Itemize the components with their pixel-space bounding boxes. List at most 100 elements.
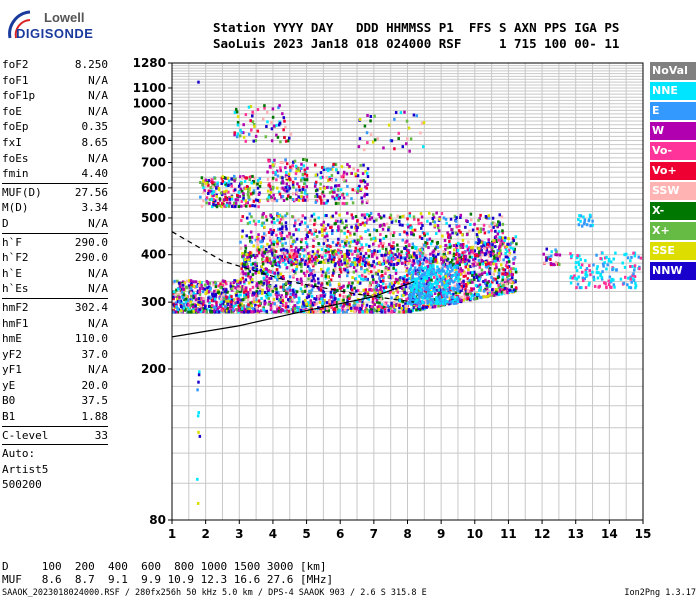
echo-point [338,213,341,217]
echo-point [384,272,387,276]
echo-point [483,271,487,275]
echo-point [504,245,507,249]
echo-point [487,238,490,242]
echo-point [337,184,341,188]
echo-point [279,301,283,305]
echo-point [254,298,258,302]
echo-point [237,284,240,288]
echo-point [232,201,236,205]
echo-point [252,244,255,248]
echo-point [360,300,364,304]
echo-point [427,283,430,287]
echo-point [302,271,306,275]
echo-point [261,117,265,121]
echo-point [279,232,282,236]
echo-point [265,256,268,260]
echo-point [189,298,192,302]
echo-point [198,287,202,291]
echo-point [220,205,223,209]
echo-point [192,309,196,313]
echo-point [460,287,464,291]
echo-point [482,227,485,231]
echo-point [381,282,385,286]
echo-point [215,193,218,197]
echo-point [494,263,498,267]
echo-point [433,224,437,228]
echo-point [402,256,406,260]
echo-point [296,250,300,254]
echo-point [207,296,210,300]
echo-point [270,139,274,143]
echo-point [544,256,548,260]
header-line-1: Station YYYY DAY DDD HHMMSS P1 FFS S AXN… [213,20,620,35]
echo-point [394,111,398,115]
echo-point [456,249,460,253]
echo-point [456,300,460,304]
echo-point [369,115,373,119]
echo-point [513,250,516,254]
param-name: fmin [2,167,29,181]
echo-point [298,297,301,301]
echo-point [260,309,263,313]
echo-point [308,303,312,307]
echo-point [585,267,589,271]
echo-point [400,250,403,254]
echo-point [269,308,273,312]
echo-point [398,299,401,303]
echo-point [255,294,258,298]
echo-point [489,262,492,266]
echo-point [445,276,449,280]
echo-point [224,293,227,297]
file-info: SAAOK_2023018024000.RSF / 280fx256h 50 k… [2,588,427,598]
echo-point [444,284,447,288]
echo-point [388,258,392,262]
echo-point [240,189,244,193]
echo-point [266,289,270,293]
echo-point [418,254,422,258]
echo-point [512,257,515,261]
echo-point [281,179,284,183]
echo-point [334,219,338,223]
echo-point [408,253,411,257]
echo-point [254,134,258,138]
echo-point [249,239,252,243]
echo-point [256,246,260,250]
echo-point [391,257,395,261]
echo-point [472,251,476,255]
echo-point [260,257,264,261]
echo-point [464,274,467,278]
echo-point [497,292,501,296]
echo-point [187,310,190,314]
echo-point [336,308,340,312]
echo-point [194,298,198,302]
echo-point [353,258,356,262]
echo-point [326,169,330,173]
echo-point [325,232,328,236]
echo-point [242,254,245,258]
echo-point [253,309,257,313]
echo-point [227,184,230,188]
echo-point [230,204,234,208]
echo-point [456,288,460,292]
echo-point [423,287,427,291]
echo-point [244,293,248,297]
echo-point [217,306,221,310]
echo-point [359,179,362,183]
echo-point [296,309,299,313]
echo-point [247,132,251,136]
param-name: foEs [2,151,29,165]
echo-point [476,254,479,258]
echo-point [366,183,369,187]
echo-point [345,223,348,227]
echo-point [269,293,272,297]
echo-point [304,198,307,202]
echo-point [494,245,497,249]
echo-point [569,252,572,256]
echo-point [477,294,481,298]
echo-point [419,258,423,262]
echo-point [234,107,238,111]
echo-point [242,290,246,294]
echo-point [588,269,591,273]
echo-point [221,179,225,183]
